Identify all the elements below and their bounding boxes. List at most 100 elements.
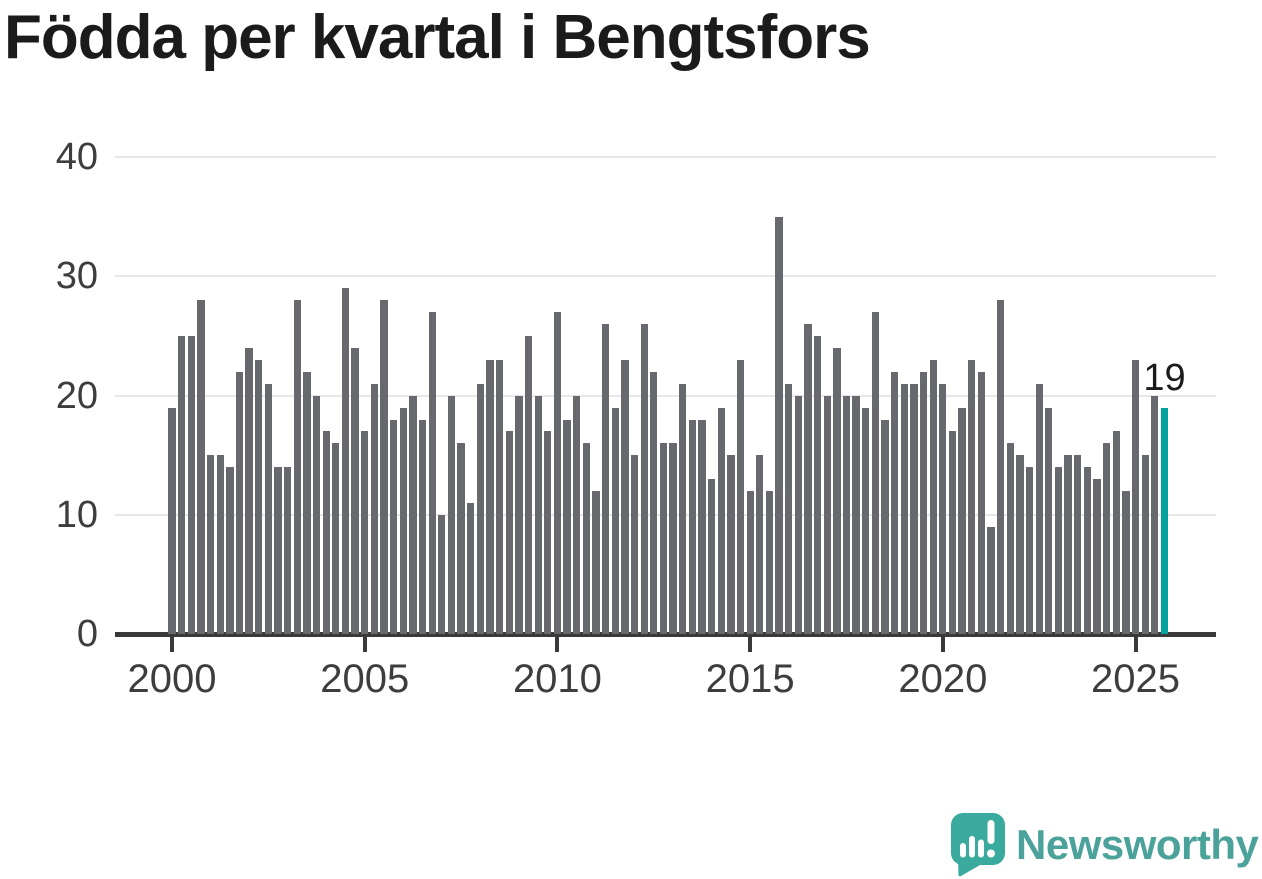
- bar-2007-q4: [467, 503, 475, 635]
- bar-2013-q4: [698, 419, 706, 635]
- bar-2025-q3: [1151, 395, 1159, 635]
- bar-2021-q2: [987, 526, 995, 635]
- bar-2013-q3: [688, 419, 696, 635]
- bar-2004-q4: [351, 347, 359, 635]
- newsworthy-chart-bubble-icon: [951, 813, 1005, 877]
- bar-2015-q2: [756, 455, 764, 635]
- bar-2019-q3: [919, 371, 928, 635]
- bar-2001-q4: [235, 371, 244, 635]
- bar-2023-q4: [1083, 467, 1092, 635]
- bar-2006-q2: [409, 395, 417, 635]
- y-axis-label-0: 0: [76, 613, 98, 656]
- x-axis-label-2015: 2015: [705, 657, 795, 701]
- y-axis-label-30: 30: [55, 255, 98, 298]
- bar-2016-q1: [785, 383, 793, 635]
- bar-2001-q2: [216, 455, 224, 635]
- bar-2022-q4: [1045, 407, 1053, 635]
- x-axis-label-2005: 2005: [320, 657, 410, 701]
- bar-2015-q1: [746, 491, 754, 635]
- bar-2013-q1: [669, 443, 677, 635]
- bar-2007-q2: [447, 395, 456, 635]
- bar-2009-q2: [524, 336, 533, 635]
- bar-2014-q4: [736, 359, 745, 635]
- bar-2012-q3: [650, 371, 658, 635]
- bar-2024-q2: [1102, 443, 1111, 635]
- bar-2019-q1: [900, 383, 908, 635]
- bar-2017-q1: [823, 395, 831, 635]
- bar-2014-q3: [727, 455, 735, 635]
- bar-2021-q1: [977, 371, 986, 635]
- bar-2006-q1: [399, 407, 407, 635]
- bar-2007-q1: [438, 515, 446, 635]
- bar-2020-q1: [939, 383, 947, 635]
- bar-2025-q2: [1141, 455, 1149, 635]
- y-axis-label-20: 20: [55, 374, 98, 417]
- x-axis-label-2020: 2020: [898, 657, 988, 701]
- bar-2000-q4: [197, 300, 205, 635]
- x-tick-2000: [170, 636, 175, 652]
- bar-2003-q4: [312, 395, 321, 635]
- bar-2022-q1: [1016, 455, 1024, 635]
- bar-2011-q2: [601, 324, 610, 635]
- gridline-y20: [115, 394, 1216, 397]
- bar-2003-q1: [284, 467, 292, 635]
- bar-2006-q4: [428, 312, 436, 635]
- bar-2021-q3: [997, 300, 1005, 635]
- x-tick-2010: [555, 636, 560, 652]
- bar-2005-q1: [361, 431, 369, 635]
- bar-2007-q3: [457, 443, 465, 635]
- chart-title: Födda per kvartal i Bengtsfors: [4, 3, 871, 72]
- bar-2013-q2: [679, 383, 687, 635]
- bar-2010-q2: [563, 419, 571, 635]
- y-axis-label-40: 40: [55, 136, 98, 179]
- bar-2020-q2: [948, 431, 957, 635]
- bar-2004-q3: [341, 288, 350, 635]
- bar-2023-q3: [1074, 455, 1082, 635]
- bar-2011-q3: [611, 407, 619, 635]
- bar-2012-q2: [640, 324, 648, 635]
- bar-2009-q3: [534, 395, 542, 635]
- bar-2001-q3: [226, 467, 234, 635]
- bar-2025-q1: [1131, 359, 1140, 635]
- bar-2023-q2: [1064, 455, 1072, 635]
- bar-2020-q3: [958, 407, 966, 635]
- highlighted-bar-2025-q4: [1160, 407, 1169, 635]
- bar-2010-q4: [582, 443, 590, 635]
- newsworthy-logo-text: Newsworthy: [1016, 821, 1259, 868]
- x-tick-2015: [748, 636, 753, 652]
- bar-2012-q4: [659, 443, 668, 635]
- bar-2008-q3: [495, 359, 504, 635]
- bar-2000-q1: [168, 407, 176, 635]
- bar-2004-q1: [322, 431, 330, 635]
- x-tick-2020: [940, 636, 945, 652]
- bar-2016-q2: [794, 395, 802, 635]
- bar-2019-q2: [910, 383, 918, 635]
- bar-2001-q1: [206, 455, 215, 635]
- bar-2000-q3: [187, 336, 195, 635]
- bar-2004-q2: [332, 443, 340, 635]
- bar-2011-q4: [621, 359, 629, 635]
- bar-2019-q4: [929, 359, 937, 635]
- bar-2018-q1: [862, 407, 870, 635]
- bar-2018-q2: [871, 312, 880, 635]
- gridline-y40: [115, 156, 1216, 159]
- x-tick-2025: [1133, 636, 1138, 652]
- bar-2024-q3: [1112, 431, 1120, 635]
- bar-2002-q2: [255, 359, 263, 635]
- bar-2017-q3: [842, 395, 851, 635]
- bar-2002-q3: [264, 383, 273, 635]
- bar-2002-q4: [274, 467, 282, 635]
- bar-2021-q4: [1006, 443, 1014, 635]
- latest-value-label: 19: [1143, 356, 1186, 399]
- bar-2018-q3: [881, 419, 889, 635]
- bar-2008-q1: [476, 383, 485, 635]
- bar-2016-q3: [804, 324, 812, 635]
- x-axis-label-2025: 2025: [1091, 657, 1181, 701]
- bar-2014-q2: [717, 407, 725, 635]
- bar-2016-q4: [813, 336, 822, 635]
- bar-2015-q3: [765, 491, 774, 635]
- bar-2005-q3: [380, 300, 388, 635]
- bar-2018-q4: [891, 371, 899, 635]
- gridline-y30: [115, 275, 1216, 278]
